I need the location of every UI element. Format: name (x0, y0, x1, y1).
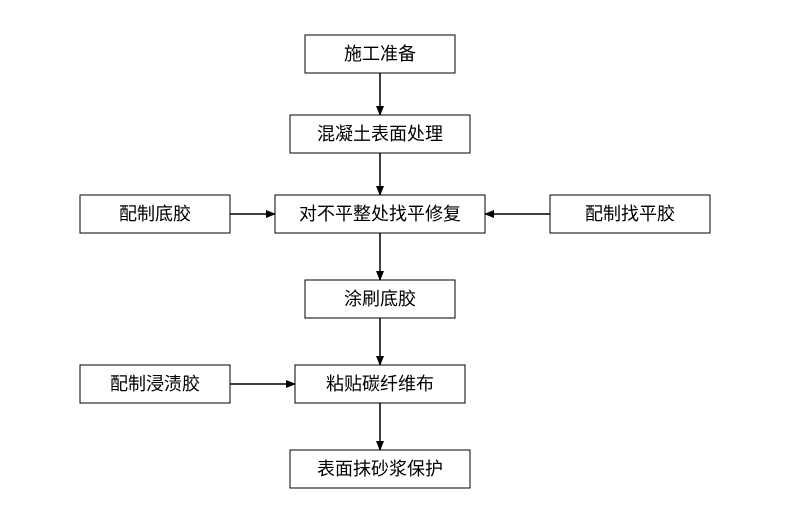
flowchart-node-s1: 配制底胶 (80, 195, 230, 233)
node-label: 粘贴碳纤维布 (326, 374, 434, 394)
flowchart-canvas: 施工准备混凝土表面处理对不平整处找平修复涂刷底胶粘贴碳纤维布表面抹砂浆保护 配制底… (0, 0, 800, 530)
node-label: 对不平整处找平修复 (299, 204, 461, 224)
flowchart-node-n2: 混凝土表面处理 (290, 115, 470, 153)
node-label: 涂刷底胶 (344, 289, 416, 309)
flowchart-node-s2: 配制找平胶 (550, 195, 710, 233)
node-label: 配制浸渍胶 (110, 374, 200, 394)
flowchart-node-n4: 涂刷底胶 (305, 280, 455, 318)
node-label: 施工准备 (344, 44, 416, 64)
flowchart-node-n1: 施工准备 (305, 35, 455, 73)
node-label: 混凝土表面处理 (317, 124, 443, 144)
flowchart-node-n5: 粘贴碳纤维布 (295, 365, 465, 403)
flowchart-node-n6: 表面抹砂浆保护 (290, 450, 470, 488)
flowchart-node-s3: 配制浸渍胶 (80, 365, 230, 403)
node-label: 配制底胶 (119, 204, 191, 224)
flowchart-node-n3: 对不平整处找平修复 (275, 195, 485, 233)
node-label: 表面抹砂浆保护 (317, 459, 443, 479)
node-label: 配制找平胶 (585, 204, 675, 224)
